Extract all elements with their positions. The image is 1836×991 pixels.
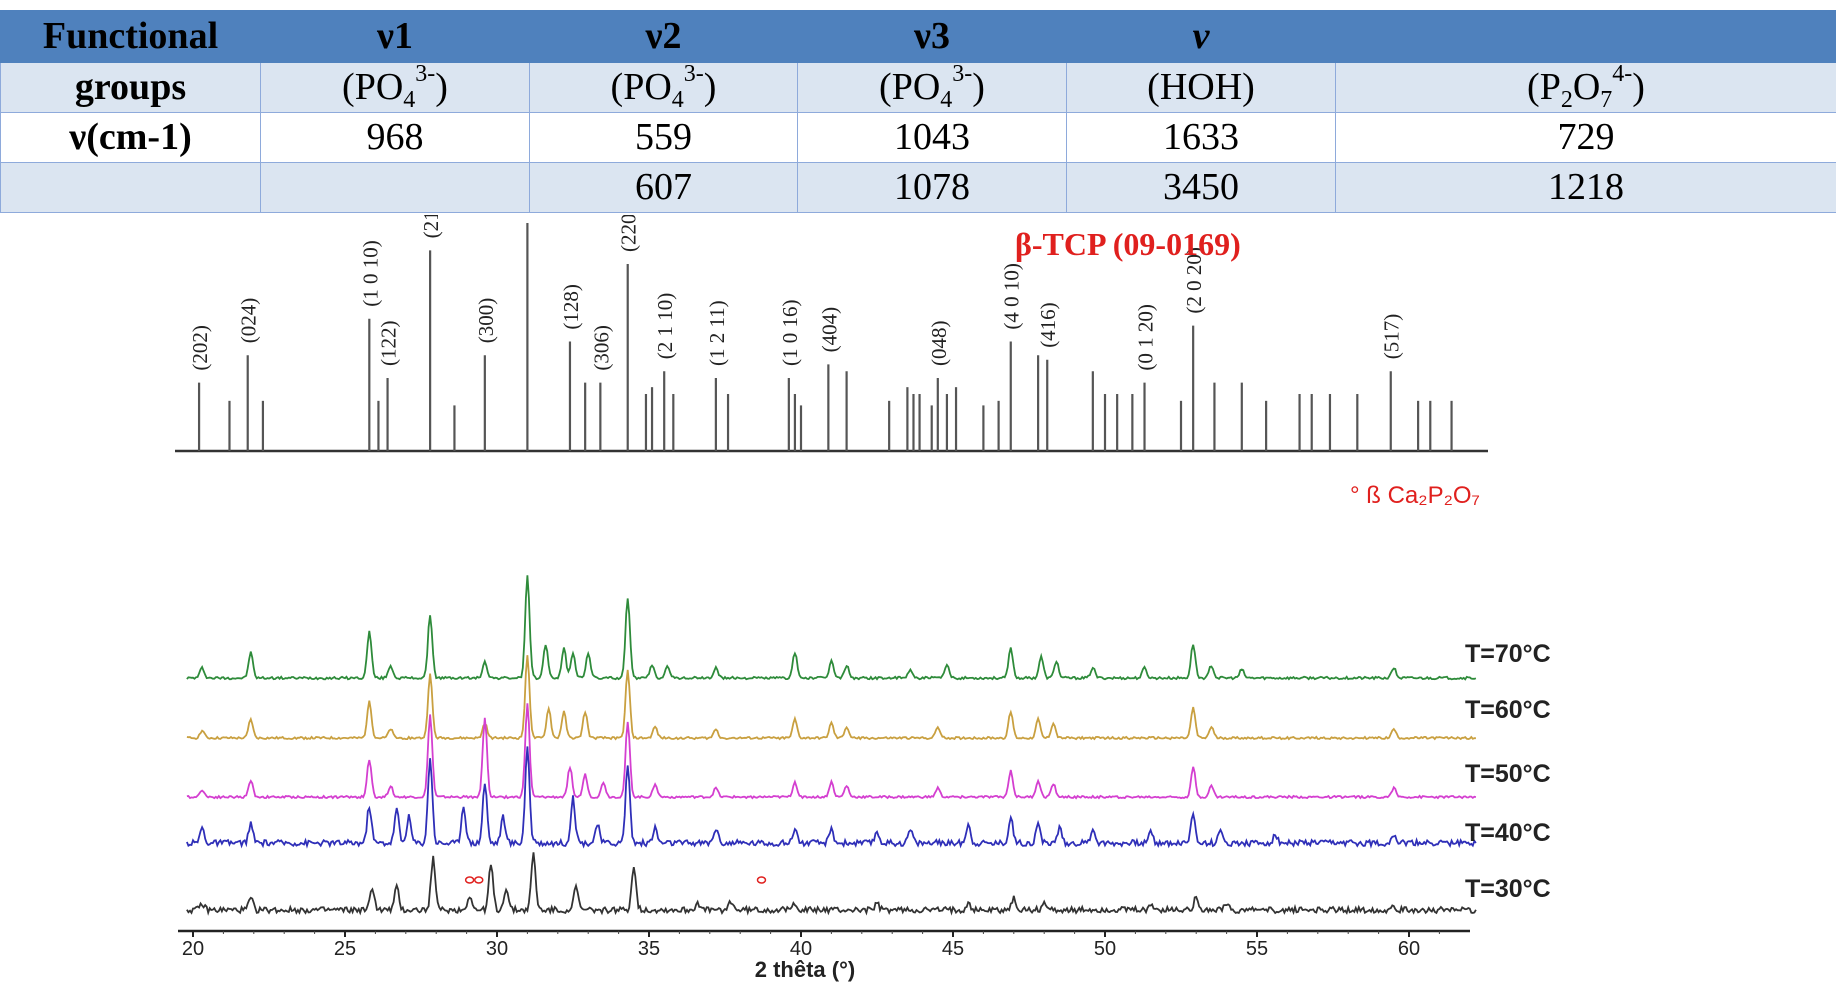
peak-label: (2 0 20)	[1182, 247, 1206, 314]
table-row: 607 1078 3450 1218	[0, 162, 1836, 213]
table-header-row: Functional ν1 ν2 ν3 ν	[0, 10, 1836, 63]
xrd-figure: (202)(024)(1 0 10)(122)(214)(300)(0 2 10…	[175, 215, 1551, 982]
header-cell: ν1	[260, 10, 530, 63]
table-cell: 559	[529, 112, 798, 163]
series-line	[186, 575, 1477, 681]
x-axis: 20 25 30 35 40 45 50 55 60	[178, 929, 1470, 960]
peak-label: (1 2 11)	[705, 300, 729, 366]
table-cell	[260, 162, 530, 213]
peak-label: (1 0 16)	[778, 300, 802, 367]
peak-label: (416)	[1036, 302, 1060, 348]
group-cell: (P2O74-)	[1335, 62, 1836, 113]
peak-label: (122)	[377, 321, 401, 367]
peak-label: (202)	[188, 325, 212, 371]
peak-label: (404)	[817, 307, 841, 353]
x-tick-label: 50	[1094, 938, 1116, 960]
table-cell: 968	[260, 112, 530, 163]
diffraction-series: T=70°C T=60°C T=50°C T=40°C T=30°C	[186, 575, 1551, 916]
series-label: T=70°C	[1465, 640, 1551, 668]
series-line	[186, 746, 1477, 849]
table-cell: 1218	[1335, 162, 1836, 213]
table-row: groups (PO43-) (PO43-) (PO43-) (HOH) (P2…	[0, 62, 1836, 113]
reference-pattern: (202)(024)(1 0 10)(122)(214)(300)(0 2 10…	[175, 215, 1488, 453]
row-label: groups	[0, 62, 261, 113]
table-cell: 1633	[1066, 112, 1336, 163]
reference-title: β-TCP (09-0169)	[1015, 226, 1241, 262]
x-axis-label: 2 thêta (°)	[755, 957, 855, 982]
peak-label: (048)	[927, 321, 951, 367]
table-cell: 3450	[1066, 162, 1336, 213]
peak-label: (2 1 10)	[653, 293, 677, 360]
peak-label: (517)	[1380, 314, 1404, 360]
peak-label: (306)	[589, 325, 613, 371]
peak-label: (024)	[237, 298, 261, 344]
functional-groups-table: Functional ν1 ν2 ν3 ν groups (PO43-) (PO…	[0, 10, 1836, 213]
x-tick-label: 25	[334, 938, 356, 960]
header-cell: Functional	[0, 10, 261, 63]
marker-legend: ° ß Ca₂P₂O₇	[1350, 482, 1480, 509]
series-line	[186, 852, 1477, 916]
peak-label: (214)	[419, 215, 443, 238]
peak-label: (300)	[474, 298, 498, 343]
table-cell: 729	[1335, 112, 1836, 163]
header-cell: ν2	[529, 10, 798, 63]
x-tick-label: 60	[1398, 938, 1420, 960]
table-row: ν(cm-1) 968 559 1043 1633 729	[0, 112, 1836, 163]
x-tick-label: 40	[790, 938, 812, 960]
x-tick-label: 35	[638, 938, 660, 960]
table-cell: 607	[529, 162, 798, 213]
peak-label: (0 1 20)	[1134, 304, 1158, 371]
peak-label: (128)	[559, 284, 583, 330]
group-cell: (PO43-)	[260, 62, 530, 113]
series-label: T=50°C	[1465, 760, 1551, 788]
series-line	[186, 655, 1476, 741]
marker	[756, 876, 767, 884]
x-tick-label: 20	[182, 938, 204, 960]
group-cell: (PO43-)	[797, 62, 1067, 113]
x-tick-label: 30	[486, 938, 508, 960]
group-cell: (PO43-)	[529, 62, 798, 113]
header-cell: ν3	[797, 10, 1067, 63]
x-tick-label: 45	[942, 938, 964, 960]
series-label: T=40°C	[1465, 819, 1551, 847]
peak-label: (4 0 10)	[1000, 263, 1024, 330]
series-line	[186, 703, 1477, 800]
marker	[464, 876, 475, 884]
peak-label: (220)	[617, 215, 641, 252]
row-label	[0, 162, 261, 213]
header-cell: ν	[1066, 10, 1336, 63]
group-cell: (HOH)	[1066, 62, 1336, 113]
x-tick-label: 55	[1246, 938, 1268, 960]
series-label: T=30°C	[1465, 875, 1551, 903]
header-cell	[1335, 10, 1836, 63]
series-label: T=60°C	[1465, 696, 1551, 724]
row-label: ν(cm-1)	[0, 112, 261, 163]
marker	[474, 876, 484, 884]
table-cell: 1078	[797, 162, 1067, 213]
table-cell: 1043	[797, 112, 1067, 163]
peak-label: (1 0 10)	[358, 240, 382, 307]
